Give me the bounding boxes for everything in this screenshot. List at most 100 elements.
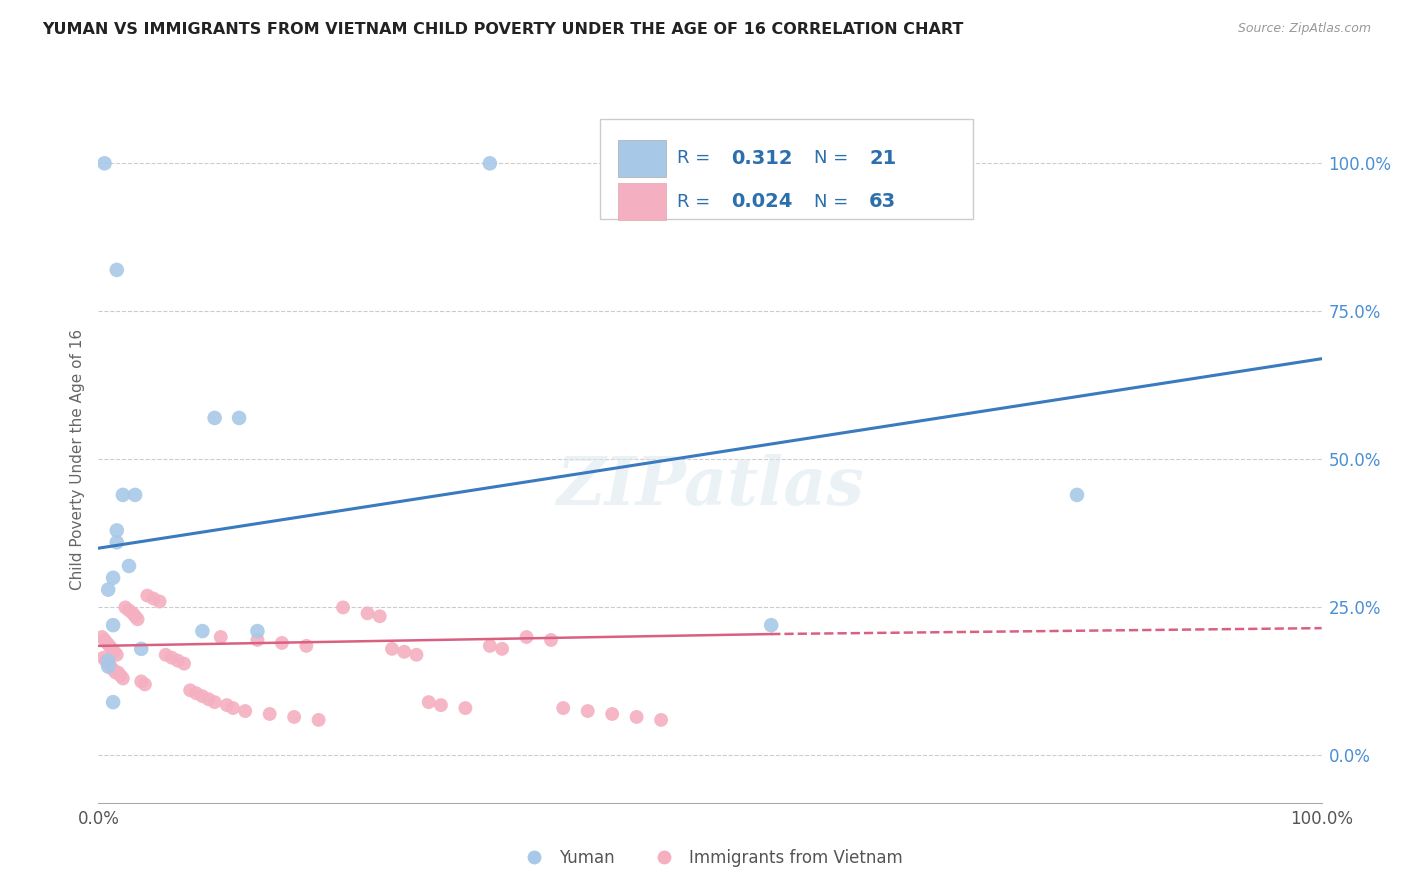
Text: N =: N =	[814, 193, 853, 211]
Text: 63: 63	[869, 192, 896, 211]
Point	[155, 648, 177, 662]
Point	[454, 701, 477, 715]
Y-axis label: Child Poverty Under the Age of 16: Child Poverty Under the Age of 16	[69, 329, 84, 590]
Point	[105, 535, 128, 549]
Point	[94, 654, 117, 668]
Point	[491, 641, 513, 656]
Point	[167, 654, 190, 668]
Point	[270, 636, 294, 650]
Text: 0.312: 0.312	[731, 149, 793, 168]
Point	[121, 607, 143, 621]
Point	[186, 686, 208, 700]
Point	[101, 695, 124, 709]
Point	[228, 411, 250, 425]
FancyBboxPatch shape	[619, 183, 666, 220]
Point	[103, 645, 125, 659]
Point	[105, 263, 128, 277]
Point	[124, 488, 146, 502]
Point	[160, 650, 183, 665]
Point	[356, 607, 378, 621]
Point	[191, 624, 214, 639]
Point	[418, 695, 440, 709]
Point	[136, 589, 159, 603]
Point	[101, 641, 124, 656]
Point	[179, 683, 201, 698]
Point	[124, 609, 146, 624]
Point	[197, 692, 219, 706]
Point	[209, 630, 232, 644]
Point	[118, 603, 141, 617]
Point	[626, 710, 648, 724]
FancyBboxPatch shape	[600, 120, 973, 219]
Point	[576, 704, 599, 718]
Point	[107, 665, 129, 680]
Point	[478, 156, 501, 170]
Point	[93, 632, 115, 647]
Point	[134, 677, 156, 691]
Point	[118, 558, 141, 573]
Point	[105, 648, 128, 662]
Point	[91, 630, 114, 644]
Point	[101, 618, 124, 632]
Point	[204, 411, 226, 425]
Point	[142, 591, 165, 606]
Point	[540, 632, 562, 647]
Point	[650, 713, 672, 727]
Text: 21: 21	[869, 149, 896, 168]
Point	[105, 524, 128, 538]
Point	[97, 654, 120, 668]
Point	[283, 710, 305, 724]
Legend: Yuman, Immigrants from Vietnam: Yuman, Immigrants from Vietnam	[510, 842, 910, 873]
Text: 0.024: 0.024	[731, 192, 792, 211]
Point	[96, 636, 118, 650]
Point	[129, 674, 152, 689]
Point	[553, 701, 575, 715]
Text: N =: N =	[814, 149, 853, 167]
Point	[111, 672, 134, 686]
Point	[191, 690, 214, 704]
Text: Source: ZipAtlas.com: Source: ZipAtlas.com	[1237, 22, 1371, 36]
Point	[215, 698, 238, 712]
Point	[98, 639, 121, 653]
Point	[173, 657, 195, 671]
Point	[97, 659, 120, 673]
Point	[1066, 488, 1088, 502]
Point	[101, 571, 124, 585]
Point	[91, 650, 114, 665]
Text: ZIPatlas: ZIPatlas	[557, 454, 863, 519]
Point	[332, 600, 354, 615]
Point	[233, 704, 256, 718]
Point	[97, 582, 120, 597]
Point	[110, 668, 132, 682]
Point	[93, 156, 115, 170]
Point	[101, 663, 124, 677]
Point	[516, 630, 538, 644]
Point	[204, 695, 226, 709]
Point	[222, 701, 245, 715]
Point	[381, 641, 404, 656]
Point	[308, 713, 330, 727]
Text: R =: R =	[678, 149, 716, 167]
Point	[259, 706, 281, 721]
Point	[111, 488, 134, 502]
Point	[100, 659, 122, 673]
Point	[97, 657, 120, 671]
Point	[127, 612, 149, 626]
Point	[368, 609, 391, 624]
Point	[246, 624, 269, 639]
Point	[392, 645, 416, 659]
Point	[430, 698, 453, 712]
Point	[246, 632, 269, 647]
Point	[761, 618, 783, 632]
Point	[478, 639, 501, 653]
Text: R =: R =	[678, 193, 716, 211]
Point	[295, 639, 318, 653]
Point	[600, 706, 623, 721]
Point	[104, 665, 127, 680]
FancyBboxPatch shape	[619, 139, 666, 177]
Point	[129, 641, 152, 656]
Point	[149, 594, 172, 608]
Text: YUMAN VS IMMIGRANTS FROM VIETNAM CHILD POVERTY UNDER THE AGE OF 16 CORRELATION C: YUMAN VS IMMIGRANTS FROM VIETNAM CHILD P…	[42, 22, 963, 37]
Point	[114, 600, 136, 615]
Point	[405, 648, 427, 662]
